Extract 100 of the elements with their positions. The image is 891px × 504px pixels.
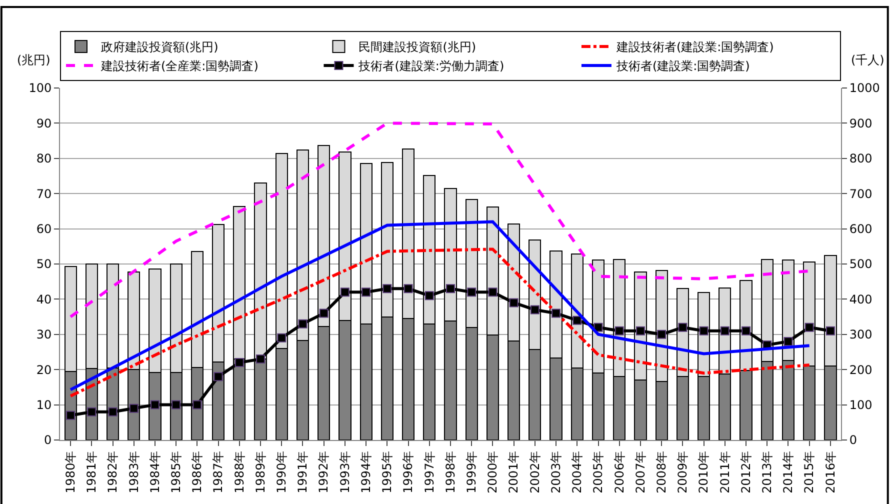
legend-label: 建設技術者(建設業:国勢調査) xyxy=(615,40,774,54)
y-tick-label: 0 xyxy=(44,433,52,448)
point xyxy=(172,400,181,410)
x-tick-label: 2010年 xyxy=(696,450,711,494)
x-tick-label: 1990年 xyxy=(274,450,289,494)
point xyxy=(404,284,413,294)
x-tick-label: 1997年 xyxy=(422,450,436,494)
point xyxy=(699,326,708,336)
point xyxy=(572,316,582,325)
legend-label: 民間建設投資額(兆円) xyxy=(358,40,476,54)
x-tick-label: 2007年 xyxy=(633,450,648,494)
y-tick-label: 70 xyxy=(36,186,52,201)
x-tick-label: 2008年 xyxy=(654,450,668,494)
line-series xyxy=(69,248,811,398)
x-tick-label: 1981年 xyxy=(84,450,99,494)
x-tick-label: 1983年 xyxy=(126,450,141,494)
y-tick-label: 20 xyxy=(36,362,52,377)
point xyxy=(424,291,434,300)
point xyxy=(256,354,266,364)
x-tick-label: 1999年 xyxy=(464,450,479,494)
point xyxy=(742,326,751,336)
y2-tick-label: 700 xyxy=(849,186,872,201)
point xyxy=(362,288,371,297)
x-tick-label: 1987年 xyxy=(211,450,226,494)
point xyxy=(87,407,96,416)
point xyxy=(192,400,202,410)
point xyxy=(552,308,561,318)
point xyxy=(784,336,793,346)
point xyxy=(678,322,688,332)
line-series xyxy=(69,122,811,318)
y2-tick-label: 1000 xyxy=(849,81,880,96)
point xyxy=(530,305,540,314)
x-tick-label: 1993年 xyxy=(338,450,352,494)
x-tick-label: 2003年 xyxy=(548,450,563,494)
point xyxy=(340,288,350,297)
x-tick-label: 2009年 xyxy=(676,450,690,494)
point xyxy=(319,308,328,318)
legend-label: 政府建設投資額(兆円) xyxy=(101,40,218,54)
x-tick-label: 1991年 xyxy=(296,450,310,494)
point xyxy=(509,298,518,308)
y-axis-title: (兆円) xyxy=(17,53,50,67)
x-tick-label: 2016年 xyxy=(823,450,838,494)
x-tick-label: 2000年 xyxy=(486,450,500,494)
y-tick-label: 100 xyxy=(28,81,52,96)
y-tick-label: 90 xyxy=(36,116,52,130)
y2-tick-label: 400 xyxy=(849,292,872,306)
x-tick-label: 1994年 xyxy=(358,450,373,494)
point xyxy=(214,372,223,382)
point xyxy=(488,288,498,297)
point xyxy=(826,326,835,336)
point xyxy=(720,326,730,336)
point xyxy=(804,322,814,332)
x-tick-label: 2012年 xyxy=(738,450,753,494)
legend-label: 技術者(建設業:国勢調査) xyxy=(615,59,750,74)
y2-tick-label: 100 xyxy=(849,398,872,412)
y2-axis-title: (千人) xyxy=(851,53,884,67)
y2-tick-label: 300 xyxy=(849,328,872,342)
point xyxy=(636,326,645,336)
x-tick-label: 1996年 xyxy=(401,450,416,494)
x-tick-label: 1985年 xyxy=(168,450,183,494)
point xyxy=(129,404,138,413)
line-series xyxy=(69,220,811,392)
x-tick-label: 2011年 xyxy=(718,450,732,494)
x-tick-label: 2013年 xyxy=(760,450,774,494)
legend-label: 技術者(建設業:労働力調査) xyxy=(358,59,504,74)
y-tick-label: 10 xyxy=(36,398,52,412)
y2-tick-label: 900 xyxy=(849,116,872,130)
x-tick-label: 2005年 xyxy=(591,450,606,494)
point xyxy=(66,410,76,420)
x-tick-label: 2002年 xyxy=(528,450,542,494)
y-tick-label: 40 xyxy=(36,292,52,306)
point xyxy=(594,322,603,332)
point xyxy=(277,333,286,342)
y2-tick-label: 800 xyxy=(849,152,872,166)
point xyxy=(108,407,118,416)
x-tick-label: 1986年 xyxy=(190,450,204,494)
y-tick-label: 50 xyxy=(36,257,52,272)
x-tick-label: 1982年 xyxy=(106,450,120,494)
y2-tick-label: 600 xyxy=(849,222,872,236)
y-tick-label: 80 xyxy=(36,152,52,166)
point xyxy=(446,284,455,294)
point xyxy=(150,400,160,410)
legend-label: 建設技術者(全産業:国勢調査) xyxy=(100,59,258,74)
x-tick-label: 2006年 xyxy=(612,450,626,494)
x-tick-label: 1984年 xyxy=(148,450,162,494)
x-tick-label: 1995年 xyxy=(380,450,394,494)
point xyxy=(467,288,476,297)
x-tick-label: 1980年 xyxy=(63,450,78,494)
y2-tick-label: 200 xyxy=(849,362,872,377)
point xyxy=(614,326,624,336)
y2-tick-label: 500 xyxy=(849,257,872,272)
y-tick-label: 30 xyxy=(36,328,52,342)
point xyxy=(234,358,244,368)
x-tick-label: 2001年 xyxy=(506,450,521,494)
point xyxy=(298,319,308,328)
point xyxy=(382,284,392,294)
x-tick-label: 2014年 xyxy=(781,450,796,494)
x-tick-label: 1998年 xyxy=(443,450,458,494)
point xyxy=(657,330,666,339)
x-tick-label: 2004年 xyxy=(570,450,584,494)
